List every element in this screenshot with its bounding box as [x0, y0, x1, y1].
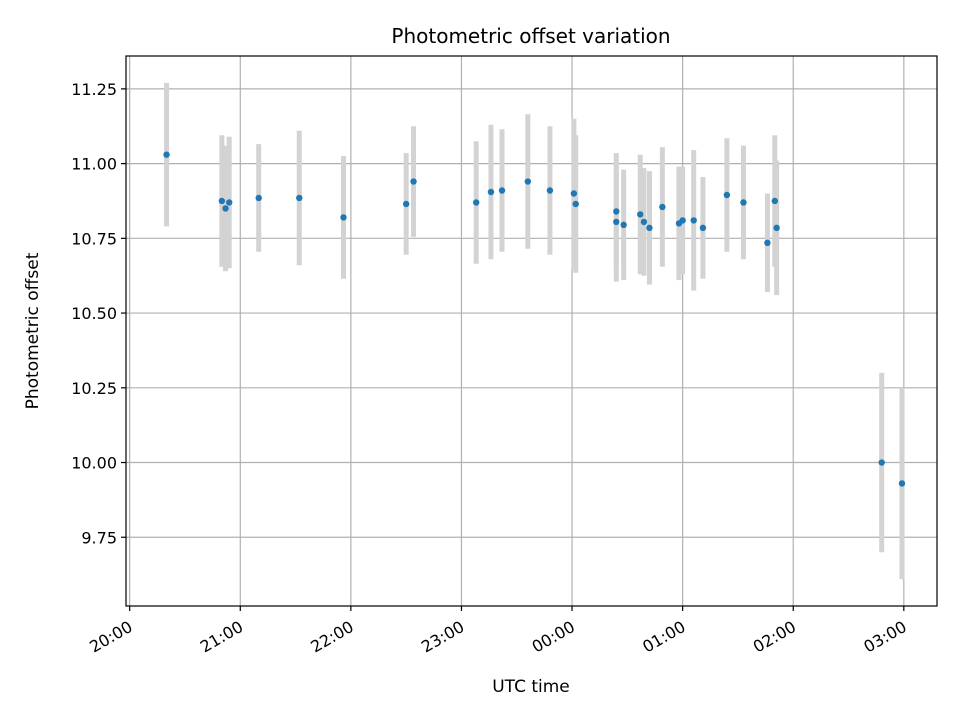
data-point — [226, 199, 233, 206]
data-point — [764, 239, 771, 247]
data-point — [723, 191, 731, 199]
error-bars — [164, 82, 905, 580]
data-point — [473, 199, 480, 206]
y-axis-ticks: 9.75 10.00 10.25 10.50 10.75 11.00 11.25 — [71, 80, 126, 547]
x-axis-label: UTC time — [492, 677, 570, 697]
y-axis-label: Photometric offset — [23, 252, 43, 409]
plot-frame — [125, 55, 938, 607]
y-tick-label: 10.25 — [71, 379, 117, 398]
data-point — [620, 221, 627, 229]
y-tick-label: 9.75 — [81, 528, 117, 547]
data-point — [637, 211, 644, 218]
data-point — [222, 205, 229, 212]
x-tick-label: 00:00 — [529, 617, 578, 657]
y-tick-label: 11.25 — [71, 80, 117, 99]
chart-title: Photometric offset variation — [391, 24, 670, 48]
data-point — [699, 224, 707, 232]
x-tick-label: 23:00 — [418, 617, 467, 657]
y-tick-label: 10.50 — [71, 304, 117, 323]
data-point — [679, 217, 686, 224]
data-point — [740, 199, 747, 206]
data-point — [255, 194, 262, 202]
data-point — [898, 480, 906, 487]
y-tick-label: 11.00 — [71, 155, 117, 174]
data-point — [487, 188, 495, 196]
data-point — [640, 218, 648, 226]
data-point — [613, 218, 620, 226]
data-point — [659, 203, 666, 211]
data-point — [296, 194, 303, 202]
data-point — [613, 208, 620, 215]
x-tick-label: 02:00 — [750, 617, 799, 657]
y-tick-label: 10.75 — [71, 229, 117, 248]
data-point — [524, 178, 532, 185]
data-point — [498, 187, 506, 194]
y-tick-label: 10.00 — [71, 454, 117, 473]
grid-lines — [126, 56, 937, 606]
x-axis-ticks: 20:00 21:00 22:00 23:00 00:00 01:00 02:00 03:00 — [86, 606, 910, 657]
x-tick-label: 22:00 — [307, 617, 356, 657]
data-point — [546, 187, 554, 194]
data-point — [340, 214, 347, 221]
data-point — [690, 217, 697, 224]
data-point — [878, 459, 885, 466]
data-point — [646, 224, 653, 232]
data-point — [410, 178, 417, 185]
data-point — [773, 224, 780, 232]
data-point — [163, 151, 170, 158]
x-tick-label: 03:00 — [860, 617, 909, 657]
data-point — [771, 197, 778, 205]
data-points — [163, 151, 906, 487]
data-point — [218, 197, 226, 205]
x-tick-label: 20:00 — [86, 617, 135, 657]
data-point — [572, 200, 579, 208]
data-point — [402, 200, 410, 208]
x-tick-label: 01:00 — [639, 617, 688, 657]
data-point — [570, 190, 578, 197]
x-tick-label: 21:00 — [197, 617, 246, 657]
